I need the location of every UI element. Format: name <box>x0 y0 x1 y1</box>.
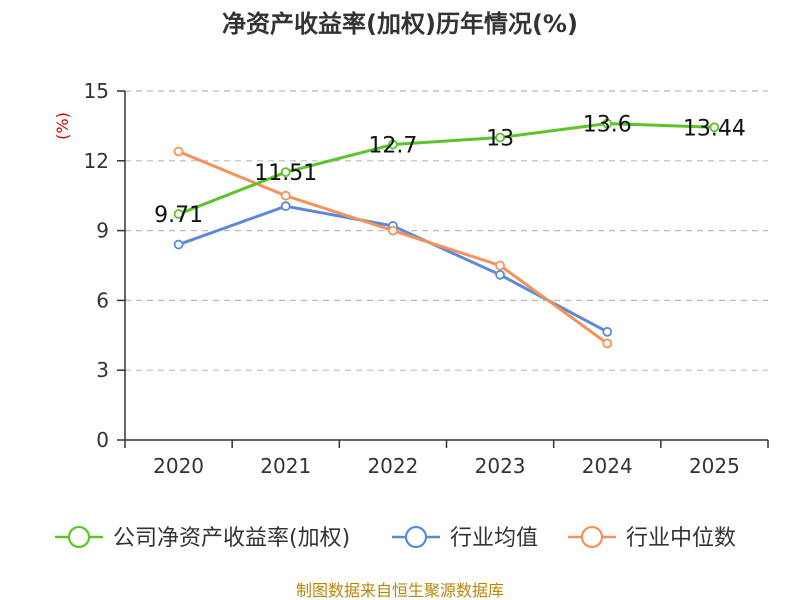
series-lines <box>173 118 720 349</box>
legend-item-1[interactable]: 行业均值 <box>392 525 538 551</box>
legend-label: 行业均值 <box>450 526 538 551</box>
data-point-2 <box>388 225 398 236</box>
y-tick-label: 9 <box>96 219 109 243</box>
data-point-0 <box>173 209 184 219</box>
x-tick-label: 2021 <box>260 454 311 478</box>
data-point-1 <box>602 326 613 337</box>
y-tick-label: 3 <box>96 358 109 382</box>
data-point-2 <box>602 338 613 349</box>
data-label: 13.6 <box>583 113 632 138</box>
data-point-0 <box>388 139 398 150</box>
data-label: 11.51 <box>254 161 317 186</box>
data-label: 9.71 <box>154 203 203 228</box>
data-labels: 9.71 11.51 12.7 13 13.6 13.44 <box>154 113 746 229</box>
data-label: 12.7 <box>368 134 417 159</box>
y-tick-label: 6 <box>96 288 109 312</box>
series-line-2 <box>178 150 609 345</box>
y-tick-label: 0 <box>96 428 109 452</box>
legend-item-0[interactable]: 公司净资产收益率(加权) <box>55 525 350 551</box>
source-note: 制图数据来自恒生聚源数据库 <box>296 581 504 600</box>
y-axis-unit-label: (%) <box>53 112 72 140</box>
chart-title: 净资产收益率(加权)历年情况(%) <box>222 10 578 38</box>
legend-marker <box>580 525 604 549</box>
data-point-1 <box>495 269 505 280</box>
data-point-2 <box>495 260 505 271</box>
data-point-0 <box>602 118 613 129</box>
data-point-2 <box>280 190 291 201</box>
gridlines <box>125 90 768 371</box>
data-point-1 <box>173 239 184 250</box>
y-tick-label: 12 <box>84 149 109 173</box>
legend-label: 公司净资产收益率(加权) <box>113 526 350 551</box>
x-tick-label: 2023 <box>475 454 526 478</box>
axes: 0 3 6 9 12 15 2020 2021 2022 2023 2024 2025 <box>84 79 769 478</box>
data-point-1 <box>280 201 291 212</box>
data-label: 13 <box>486 127 514 152</box>
data-point-0 <box>709 122 720 133</box>
y-tick-label: 15 <box>84 79 109 103</box>
data-point-2 <box>173 146 184 157</box>
x-tick-label: 2022 <box>367 454 418 478</box>
series-line-0 <box>178 122 715 216</box>
data-point-0 <box>495 132 505 143</box>
legend-label: 行业中位数 <box>626 526 736 551</box>
legend-marker <box>67 525 91 549</box>
x-tick-label: 2024 <box>582 454 633 478</box>
x-tick-label: 2025 <box>689 454 740 478</box>
legend-item-2[interactable]: 行业中位数 <box>568 525 736 551</box>
data-label: 13.44 <box>683 116 746 141</box>
legend-marker <box>404 525 428 549</box>
legend: 公司净资产收益率(加权) 行业均值 行业中位数 <box>55 525 736 551</box>
x-tick-label: 2020 <box>153 454 204 478</box>
data-point-0 <box>280 167 291 178</box>
